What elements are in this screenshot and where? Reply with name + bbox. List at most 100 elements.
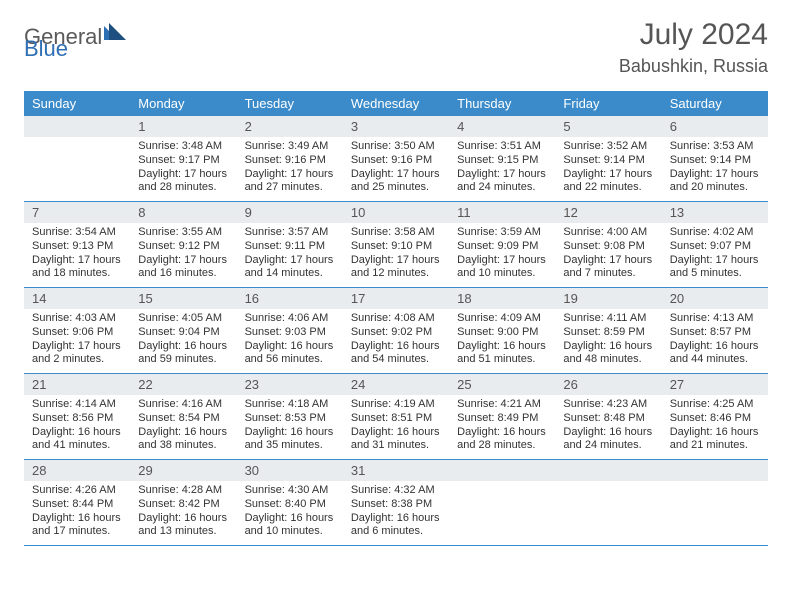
day-line: Sunrise: 3:55 AM	[138, 226, 228, 240]
day-content: Sunrise: 3:55 AMSunset: 9:12 PMDaylight:…	[130, 223, 236, 287]
day-content	[555, 481, 661, 490]
day-line: Sunrise: 4:00 AM	[563, 226, 653, 240]
day-line: Sunset: 8:59 PM	[563, 326, 653, 340]
day-cell: 29Sunrise: 4:28 AMSunset: 8:42 PMDayligh…	[130, 460, 236, 545]
day-content: Sunrise: 4:25 AMSunset: 8:46 PMDaylight:…	[662, 395, 768, 459]
day-cell: 9Sunrise: 3:57 AMSunset: 9:11 PMDaylight…	[237, 202, 343, 287]
day-number: 26	[555, 374, 661, 395]
day-line: Daylight: 17 hours	[138, 254, 228, 268]
day-content: Sunrise: 3:48 AMSunset: 9:17 PMDaylight:…	[130, 137, 236, 201]
day-number: 10	[343, 202, 449, 223]
day-line: Sunset: 9:08 PM	[563, 240, 653, 254]
day-line: Daylight: 16 hours	[32, 426, 122, 440]
day-line: Sunrise: 4:02 AM	[670, 226, 760, 240]
day-line: Sunrise: 4:23 AM	[563, 398, 653, 412]
day-number: 11	[449, 202, 555, 223]
day-line: Daylight: 16 hours	[351, 512, 441, 526]
day-line: Sunrise: 3:57 AM	[245, 226, 335, 240]
day-line: Sunrise: 4:09 AM	[457, 312, 547, 326]
day-line: Sunrise: 4:11 AM	[563, 312, 653, 326]
day-content: Sunrise: 3:58 AMSunset: 9:10 PMDaylight:…	[343, 223, 449, 287]
day-number	[24, 116, 130, 137]
day-line: Sunset: 9:14 PM	[563, 154, 653, 168]
day-content: Sunrise: 4:26 AMSunset: 8:44 PMDaylight:…	[24, 481, 130, 545]
week-row: 14Sunrise: 4:03 AMSunset: 9:06 PMDayligh…	[24, 288, 768, 374]
day-line: and 12 minutes.	[351, 267, 441, 281]
day-line: Sunset: 8:57 PM	[670, 326, 760, 340]
day-line: Sunrise: 4:30 AM	[245, 484, 335, 498]
day-number: 8	[130, 202, 236, 223]
day-line: Daylight: 16 hours	[457, 340, 547, 354]
day-line: Daylight: 17 hours	[138, 168, 228, 182]
day-content: Sunrise: 4:32 AMSunset: 8:38 PMDaylight:…	[343, 481, 449, 545]
day-line: and 22 minutes.	[563, 181, 653, 195]
logo-triangle-icon	[104, 22, 126, 40]
day-content: Sunrise: 4:23 AMSunset: 8:48 PMDaylight:…	[555, 395, 661, 459]
day-cell	[662, 460, 768, 545]
day-line: Daylight: 16 hours	[457, 426, 547, 440]
day-line: Sunrise: 4:19 AM	[351, 398, 441, 412]
day-cell: 24Sunrise: 4:19 AMSunset: 8:51 PMDayligh…	[343, 374, 449, 459]
day-line: Sunset: 8:42 PM	[138, 498, 228, 512]
day-content: Sunrise: 4:03 AMSunset: 9:06 PMDaylight:…	[24, 309, 130, 373]
day-line: and 20 minutes.	[670, 181, 760, 195]
day-line: Sunset: 9:16 PM	[351, 154, 441, 168]
day-number: 18	[449, 288, 555, 309]
calendar: SundayMondayTuesdayWednesdayThursdayFrid…	[24, 91, 768, 546]
logo-line2: Blue	[24, 36, 68, 62]
day-line: Sunrise: 4:08 AM	[351, 312, 441, 326]
day-cell: 31Sunrise: 4:32 AMSunset: 8:38 PMDayligh…	[343, 460, 449, 545]
day-cell: 21Sunrise: 4:14 AMSunset: 8:56 PMDayligh…	[24, 374, 130, 459]
day-line: Sunrise: 4:32 AM	[351, 484, 441, 498]
day-content: Sunrise: 4:02 AMSunset: 9:07 PMDaylight:…	[662, 223, 768, 287]
day-cell: 15Sunrise: 4:05 AMSunset: 9:04 PMDayligh…	[130, 288, 236, 373]
day-line: Daylight: 17 hours	[245, 168, 335, 182]
day-line: Sunrise: 4:21 AM	[457, 398, 547, 412]
day-content: Sunrise: 3:51 AMSunset: 9:15 PMDaylight:…	[449, 137, 555, 201]
day-line: Sunset: 8:53 PM	[245, 412, 335, 426]
day-line: Sunset: 9:15 PM	[457, 154, 547, 168]
location: Babushkin, Russia	[619, 56, 768, 77]
day-line: Daylight: 16 hours	[245, 512, 335, 526]
day-cell: 16Sunrise: 4:06 AMSunset: 9:03 PMDayligh…	[237, 288, 343, 373]
day-number	[662, 460, 768, 481]
day-line: Sunrise: 4:26 AM	[32, 484, 122, 498]
day-line: Sunset: 9:04 PM	[138, 326, 228, 340]
day-line: Daylight: 17 hours	[563, 168, 653, 182]
day-line: and 18 minutes.	[32, 267, 122, 281]
day-number: 15	[130, 288, 236, 309]
day-content: Sunrise: 4:21 AMSunset: 8:49 PMDaylight:…	[449, 395, 555, 459]
week-row: 28Sunrise: 4:26 AMSunset: 8:44 PMDayligh…	[24, 460, 768, 546]
day-line: and 51 minutes.	[457, 353, 547, 367]
day-number: 16	[237, 288, 343, 309]
day-line: Sunrise: 4:14 AM	[32, 398, 122, 412]
day-content: Sunrise: 4:06 AMSunset: 9:03 PMDaylight:…	[237, 309, 343, 373]
day-line: and 10 minutes.	[457, 267, 547, 281]
day-line: and 48 minutes.	[563, 353, 653, 367]
day-line: Daylight: 17 hours	[32, 254, 122, 268]
day-content: Sunrise: 3:57 AMSunset: 9:11 PMDaylight:…	[237, 223, 343, 287]
day-number	[555, 460, 661, 481]
day-cell: 17Sunrise: 4:08 AMSunset: 9:02 PMDayligh…	[343, 288, 449, 373]
day-content	[24, 137, 130, 146]
day-content	[662, 481, 768, 490]
day-line: Sunrise: 3:54 AM	[32, 226, 122, 240]
day-line: Sunset: 9:03 PM	[245, 326, 335, 340]
day-number: 14	[24, 288, 130, 309]
title-block: July 2024 Babushkin, Russia	[619, 18, 768, 77]
day-line: Daylight: 16 hours	[138, 512, 228, 526]
day-cell	[449, 460, 555, 545]
day-line: Sunrise: 3:52 AM	[563, 140, 653, 154]
day-line: Sunset: 8:38 PM	[351, 498, 441, 512]
dayname: Wednesday	[343, 91, 449, 116]
day-cell: 12Sunrise: 4:00 AMSunset: 9:08 PMDayligh…	[555, 202, 661, 287]
day-line: Daylight: 17 hours	[670, 168, 760, 182]
day-line: Sunset: 9:11 PM	[245, 240, 335, 254]
day-content: Sunrise: 4:19 AMSunset: 8:51 PMDaylight:…	[343, 395, 449, 459]
day-line: Sunrise: 4:03 AM	[32, 312, 122, 326]
day-line: Sunset: 9:07 PM	[670, 240, 760, 254]
day-line: and 44 minutes.	[670, 353, 760, 367]
day-line: and 17 minutes.	[32, 525, 122, 539]
day-line: and 35 minutes.	[245, 439, 335, 453]
day-line: and 27 minutes.	[245, 181, 335, 195]
